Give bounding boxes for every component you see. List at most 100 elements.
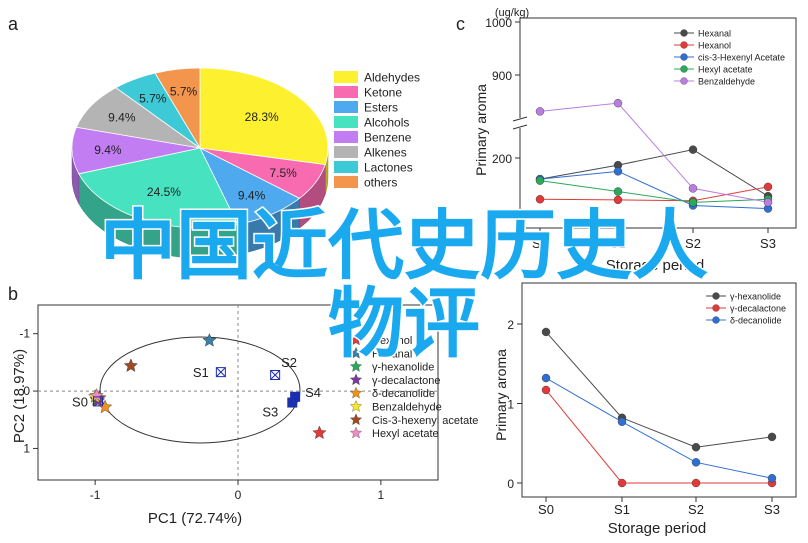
chart-d-y-tick-label: 2 bbox=[507, 318, 514, 332]
pie-slice-alkenes bbox=[75, 87, 201, 149]
legend-star bbox=[349, 346, 363, 359]
pie-slice-label: 9.4% bbox=[108, 110, 136, 124]
compound-star-hexanal bbox=[202, 333, 217, 347]
chart-d-legend: γ-hexanolide γ-decalactone δ-decanolide bbox=[706, 292, 786, 326]
pie-chart: 28.3%7.5%9.4%24.5%9.4%9.4%5.7%5.7% bbox=[71, 67, 329, 259]
series-line-cis-3-hexenyl-acetate bbox=[539, 170, 769, 210]
sample-label: S4 bbox=[305, 385, 321, 400]
sample-label: S2 bbox=[281, 355, 297, 370]
sample-marker-cross bbox=[270, 370, 280, 380]
legend-label: Benzaldehyde bbox=[372, 402, 442, 414]
legend-label: Aldehydes bbox=[364, 71, 420, 85]
aroma-line-chart-top: (ug/kg) Primary aroma Storage period 200… bbox=[473, 7, 797, 274]
chart-d-frame bbox=[521, 282, 797, 498]
series-point bbox=[691, 478, 701, 488]
sample-label: S3 bbox=[262, 405, 278, 420]
series-line-benzaldehyde bbox=[539, 102, 769, 203]
sample-marker-s2 bbox=[270, 370, 281, 380]
chart-c-unit-label: (ug/kg) bbox=[495, 7, 529, 19]
pie-slice-label: 5.7% bbox=[139, 92, 167, 106]
panel-letter-a: a bbox=[8, 14, 19, 34]
pie-slice-others bbox=[154, 67, 201, 150]
pca-y-tick-label: 0 bbox=[23, 384, 30, 398]
series-point bbox=[691, 443, 701, 452]
series-line bbox=[545, 331, 773, 448]
legend-swatch-ketone bbox=[334, 86, 358, 98]
series-point bbox=[617, 478, 627, 488]
legend-label: γ-decalactone bbox=[730, 304, 786, 314]
compound-star bbox=[312, 425, 327, 440]
legend-label: Hexanal bbox=[372, 348, 412, 360]
chart-d-x-tick-label: S0 bbox=[538, 502, 554, 517]
pie-slice-esters bbox=[199, 147, 301, 225]
axis-break-mark bbox=[512, 116, 528, 122]
legend-swatch-benzene bbox=[334, 131, 358, 143]
axis-break-gap bbox=[512, 118, 528, 128]
series-point bbox=[535, 195, 545, 204]
series-point bbox=[535, 107, 545, 116]
chart-c-y-axis-label: Primary aroma bbox=[473, 84, 489, 176]
series-line-hexanol bbox=[539, 186, 769, 202]
legend-label: γ-hexanolide bbox=[372, 362, 434, 374]
compound-star-hexyl-acetate bbox=[89, 388, 104, 402]
legend-star bbox=[349, 426, 363, 439]
pie-legend: AldehydesKetoneEstersAlcoholsBenzeneAlke… bbox=[334, 71, 420, 190]
chart-c-series bbox=[535, 98, 773, 213]
sample-marker-s0 bbox=[93, 396, 103, 407]
chart-c-y-tick-label: 900 bbox=[492, 69, 512, 83]
compound-star--decanolide bbox=[98, 399, 113, 414]
pca-x-axis-label: PC1 (72.74%) bbox=[148, 510, 242, 527]
chart-d-x-tick-label: S3 bbox=[764, 502, 780, 517]
legend-label: Hexyl acetate bbox=[372, 428, 439, 440]
watermark-line-1: 中国近代史历史人 bbox=[100, 201, 708, 290]
chart-c-frame bbox=[519, 17, 797, 229]
legend-marker bbox=[680, 77, 688, 85]
legend-swatch-alkenes bbox=[334, 146, 358, 158]
chart-c-x-axis-label: Storage period bbox=[606, 257, 704, 274]
legend-star bbox=[349, 360, 363, 372]
legend-marker bbox=[680, 41, 688, 49]
legend-label: Alkenes bbox=[364, 146, 407, 160]
pie-slice-label: 24.5% bbox=[147, 185, 181, 199]
series-point bbox=[767, 432, 777, 442]
legend-label: Cis-3-hexenyl acetate bbox=[372, 415, 478, 427]
series-point bbox=[613, 98, 623, 108]
series-point bbox=[617, 417, 627, 426]
series-line bbox=[545, 389, 772, 484]
legend-marker bbox=[712, 316, 720, 324]
chart-d-x-axis-label: Storage period bbox=[608, 520, 706, 537]
pie-slice-benzene bbox=[71, 126, 201, 175]
pie-slice-label: 28.3% bbox=[245, 110, 279, 124]
legend-label: δ-decanolide bbox=[372, 388, 435, 400]
series-point bbox=[541, 373, 551, 383]
legend-swatch-lactones bbox=[334, 161, 358, 173]
legend-label: Hexyl acetate bbox=[698, 65, 753, 75]
pca-x-tick-label: 1 bbox=[378, 488, 385, 502]
sample-label: S0 bbox=[72, 394, 88, 409]
legend-label: others bbox=[364, 176, 397, 190]
pie-slice-label: 7.5% bbox=[270, 166, 298, 180]
chart-c-x-tick-label: S2 bbox=[685, 236, 701, 251]
pie-slice-label: 9.4% bbox=[94, 143, 122, 157]
sample-marker-s4 bbox=[290, 391, 301, 402]
series-point bbox=[691, 458, 701, 467]
pca-x-tick-label: -1 bbox=[90, 488, 101, 502]
pca-confidence-ellipse bbox=[99, 336, 301, 444]
legend-label: Alcohols bbox=[364, 116, 409, 130]
pie-slice-alcohols bbox=[78, 147, 239, 229]
chart-c-x-tick-label: S3 bbox=[760, 236, 776, 251]
pca-ticks: -1 1 0 0 1 -1 bbox=[19, 327, 384, 502]
series-point bbox=[763, 182, 773, 192]
series-point bbox=[688, 198, 698, 207]
compound-star-cis-3-hexenyl-acetate bbox=[123, 358, 138, 372]
chart-c-x-tick-label: S1 bbox=[610, 236, 626, 251]
series-point bbox=[688, 184, 698, 193]
watermark-line-2: 物评 bbox=[328, 279, 480, 368]
pca-y-axis-label: PC2 (18.97%) bbox=[11, 349, 28, 443]
panel-letter-c: c bbox=[456, 14, 465, 34]
sample-marker-s1 bbox=[215, 367, 226, 378]
pie-slice-label: 5.7% bbox=[170, 84, 198, 98]
